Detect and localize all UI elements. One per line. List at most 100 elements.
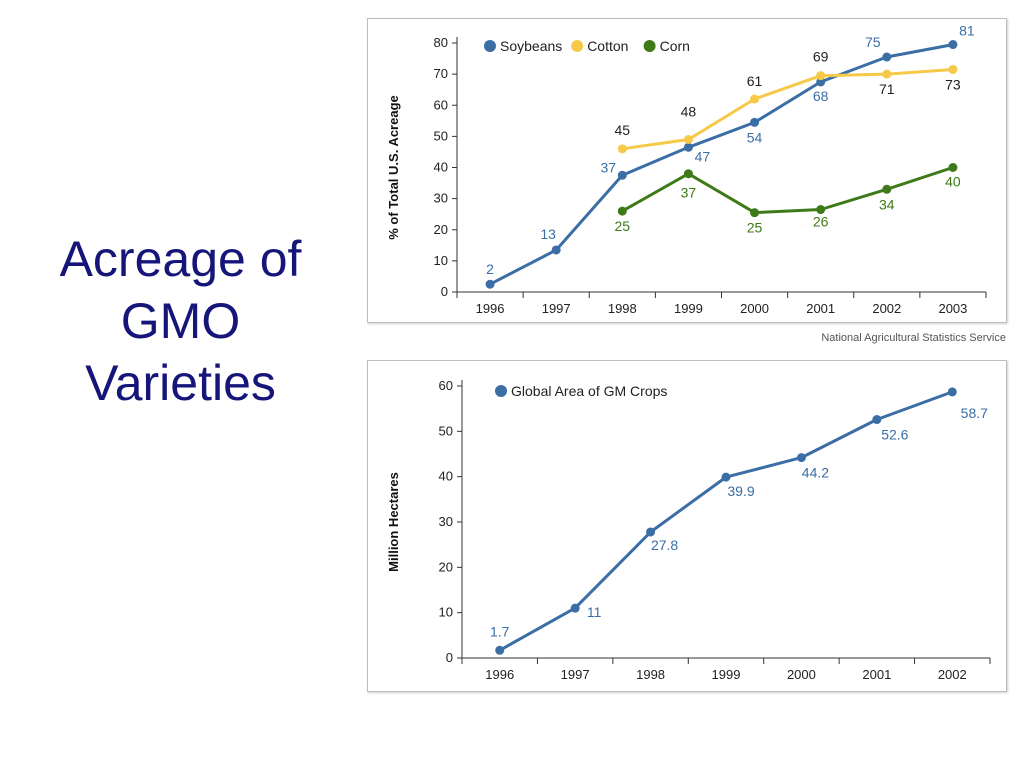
x-tick-label: 1996 — [485, 667, 514, 682]
data-label: 45 — [615, 122, 631, 138]
series-line — [489, 43, 954, 286]
x-tick-label: 1997 — [542, 301, 571, 316]
data-label: 44.2 — [802, 465, 829, 481]
y-tick-label: 20 — [439, 559, 453, 574]
data-point — [551, 245, 561, 255]
legend-marker — [571, 40, 584, 52]
data-point — [882, 184, 892, 194]
x-tick-label: 2002 — [872, 301, 901, 316]
data-point — [750, 94, 760, 104]
y-tick-label: 60 — [434, 97, 448, 112]
data-point — [948, 40, 958, 50]
data-label: 25 — [747, 220, 763, 236]
legend-label: Cotton — [587, 38, 628, 54]
data-point — [683, 169, 693, 179]
data-point — [485, 279, 495, 289]
legend-label: Corn — [660, 38, 690, 54]
x-tick-label: 2000 — [787, 667, 816, 682]
x-tick-label: 2002 — [938, 667, 967, 682]
data-point — [617, 170, 627, 180]
legend-label: Soybeans — [500, 38, 562, 54]
y-tick-label: 0 — [446, 650, 453, 665]
data-label: 11 — [587, 604, 602, 620]
data-point — [617, 144, 627, 154]
us-acreage-chart: 0 10 20 30 40 50 60 70 80 1996 1997 1998 1999 2000 200… — [367, 18, 1007, 323]
data-point — [683, 134, 693, 144]
title-line: GMO — [120, 293, 241, 349]
y-tick-label: 30 — [439, 514, 453, 529]
data-label: 75 — [865, 34, 881, 50]
y-tick-label: 10 — [434, 253, 448, 268]
y-tick-label: 30 — [434, 191, 448, 206]
data-point — [570, 603, 580, 613]
data-point — [816, 205, 826, 215]
data-point — [617, 206, 627, 216]
data-point — [872, 415, 882, 425]
data-point — [750, 117, 760, 127]
legend-marker — [643, 40, 656, 52]
data-label: 37 — [681, 185, 697, 201]
data-point — [796, 453, 806, 463]
data-point — [750, 208, 760, 218]
data-point — [948, 163, 958, 172]
data-label: 54 — [747, 129, 763, 145]
data-point — [882, 69, 892, 79]
data-label: 27.8 — [651, 537, 678, 553]
data-label: 68 — [813, 88, 829, 104]
x-tick-label: 2003 — [938, 301, 967, 316]
data-label: 52.6 — [881, 427, 908, 443]
x-tick-label: 1996 — [476, 301, 505, 316]
data-label: 69 — [813, 49, 829, 65]
data-label: 1.7 — [490, 623, 510, 639]
legend-label: Global Area of GM Crops — [511, 383, 667, 399]
data-label: 73 — [945, 76, 961, 92]
data-label: 61 — [747, 73, 763, 89]
y-tick-label: 0 — [441, 284, 448, 299]
data-point — [816, 77, 826, 87]
y-tick-label: 50 — [434, 128, 448, 143]
data-point — [646, 527, 656, 537]
data-label: 47 — [695, 148, 711, 164]
global-area-chart-svg: 0 10 20 30 40 50 60 1996 1997 1998 1999 2000 2001 200… — [386, 378, 991, 682]
y-tick-label: 40 — [439, 469, 453, 484]
x-tick-label: 1999 — [674, 301, 703, 316]
y-axis-label: % of Total U.S. Acreage — [386, 95, 401, 239]
y-tick-label: 70 — [434, 66, 448, 81]
data-label: 40 — [945, 174, 961, 190]
x-tick-label: 1997 — [561, 667, 590, 682]
x-tick-label: 2001 — [806, 301, 835, 316]
data-label: 48 — [681, 103, 697, 119]
data-point — [947, 387, 957, 397]
source-note: National Agricultural Statistics Service — [821, 332, 1006, 344]
y-tick-label: 60 — [439, 378, 453, 393]
data-label: 34 — [879, 196, 895, 212]
global-area-chart: 0 10 20 30 40 50 60 1996 1997 1998 1999 2000 2001 200… — [367, 360, 1007, 692]
data-point — [495, 645, 505, 655]
x-tick-label: 2000 — [740, 301, 769, 316]
x-tick-label: 1999 — [712, 667, 741, 682]
x-tick-label: 1998 — [608, 301, 637, 316]
data-label: 13 — [540, 226, 556, 242]
data-label: 37 — [601, 159, 617, 175]
series-line — [621, 166, 954, 215]
data-label: 25 — [615, 218, 631, 234]
y-tick-label: 20 — [434, 222, 448, 237]
x-tick-label: 1998 — [636, 667, 665, 682]
data-point — [948, 64, 958, 74]
y-tick-label: 10 — [439, 605, 453, 620]
slide-title: Acreage of GMO Varieties — [8, 228, 353, 414]
y-tick-label: 50 — [439, 423, 453, 438]
data-label: 81 — [959, 23, 975, 39]
data-point — [882, 52, 892, 62]
data-label: 39.9 — [727, 483, 754, 499]
data-point — [816, 71, 826, 81]
data-point — [683, 142, 693, 152]
series-line — [622, 68, 954, 151]
us-acreage-chart-svg: 0 10 20 30 40 50 60 70 80 1996 1997 1998 1999 2000 200… — [386, 23, 987, 316]
data-point — [721, 472, 731, 482]
x-tick-label: 2001 — [862, 667, 891, 682]
legend-marker — [484, 40, 496, 52]
y-axis-label: Million Hectares — [386, 472, 401, 572]
data-label: 58.7 — [961, 405, 988, 421]
data-label: 71 — [879, 81, 895, 97]
